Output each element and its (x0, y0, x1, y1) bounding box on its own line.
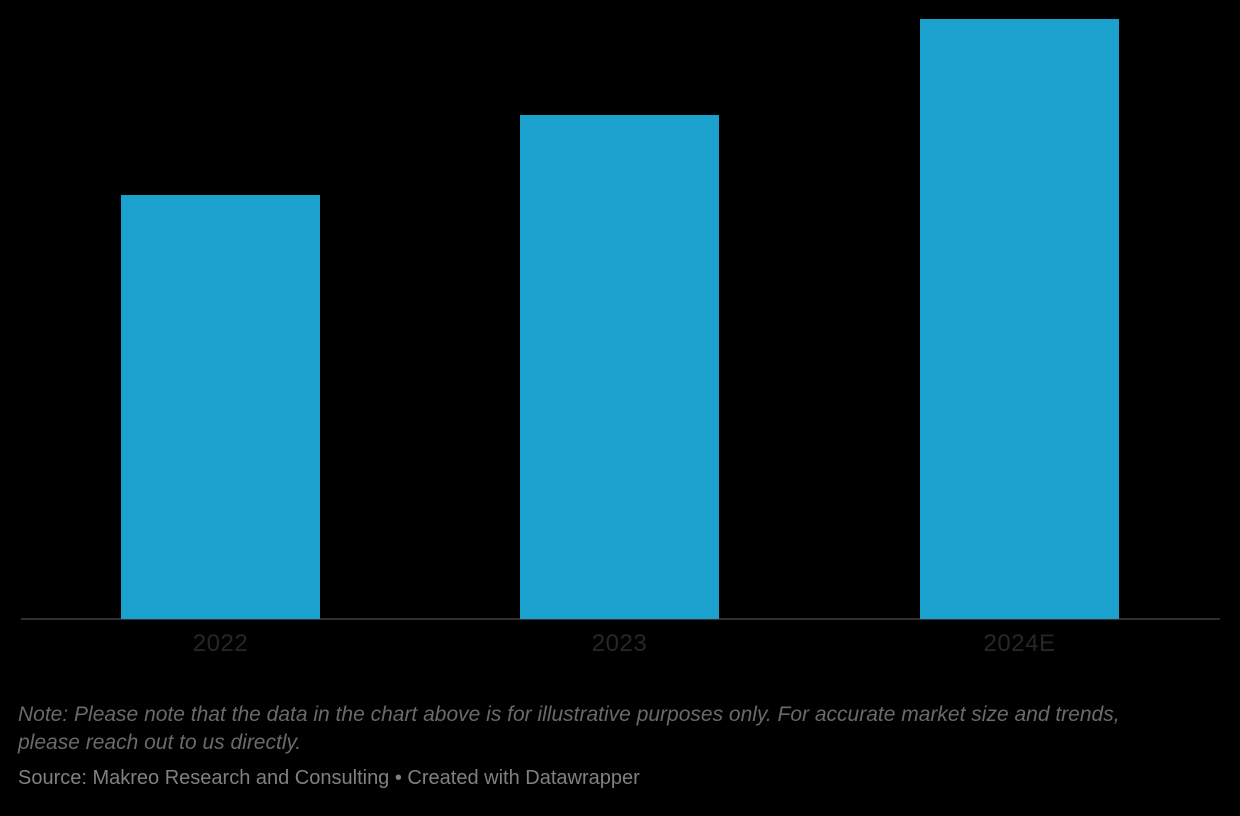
x-axis-tick-label: 2023 (591, 630, 648, 657)
plot-area (21, 19, 1220, 620)
x-axis-tick-label: 2024E (983, 630, 1056, 657)
bar-2024E (920, 19, 1119, 619)
x-axis-line (21, 618, 1220, 620)
x-axis-tick-label: 2022 (192, 630, 249, 657)
chart-note: Note: Please note that the data in the c… (18, 703, 1120, 754)
bar-2022 (121, 195, 320, 619)
bar-2023 (520, 115, 719, 619)
x-axis-labels: 2022 2023 2024E (0, 630, 1240, 660)
chart-source: Source: Makreo Research and Consulting •… (18, 767, 640, 789)
